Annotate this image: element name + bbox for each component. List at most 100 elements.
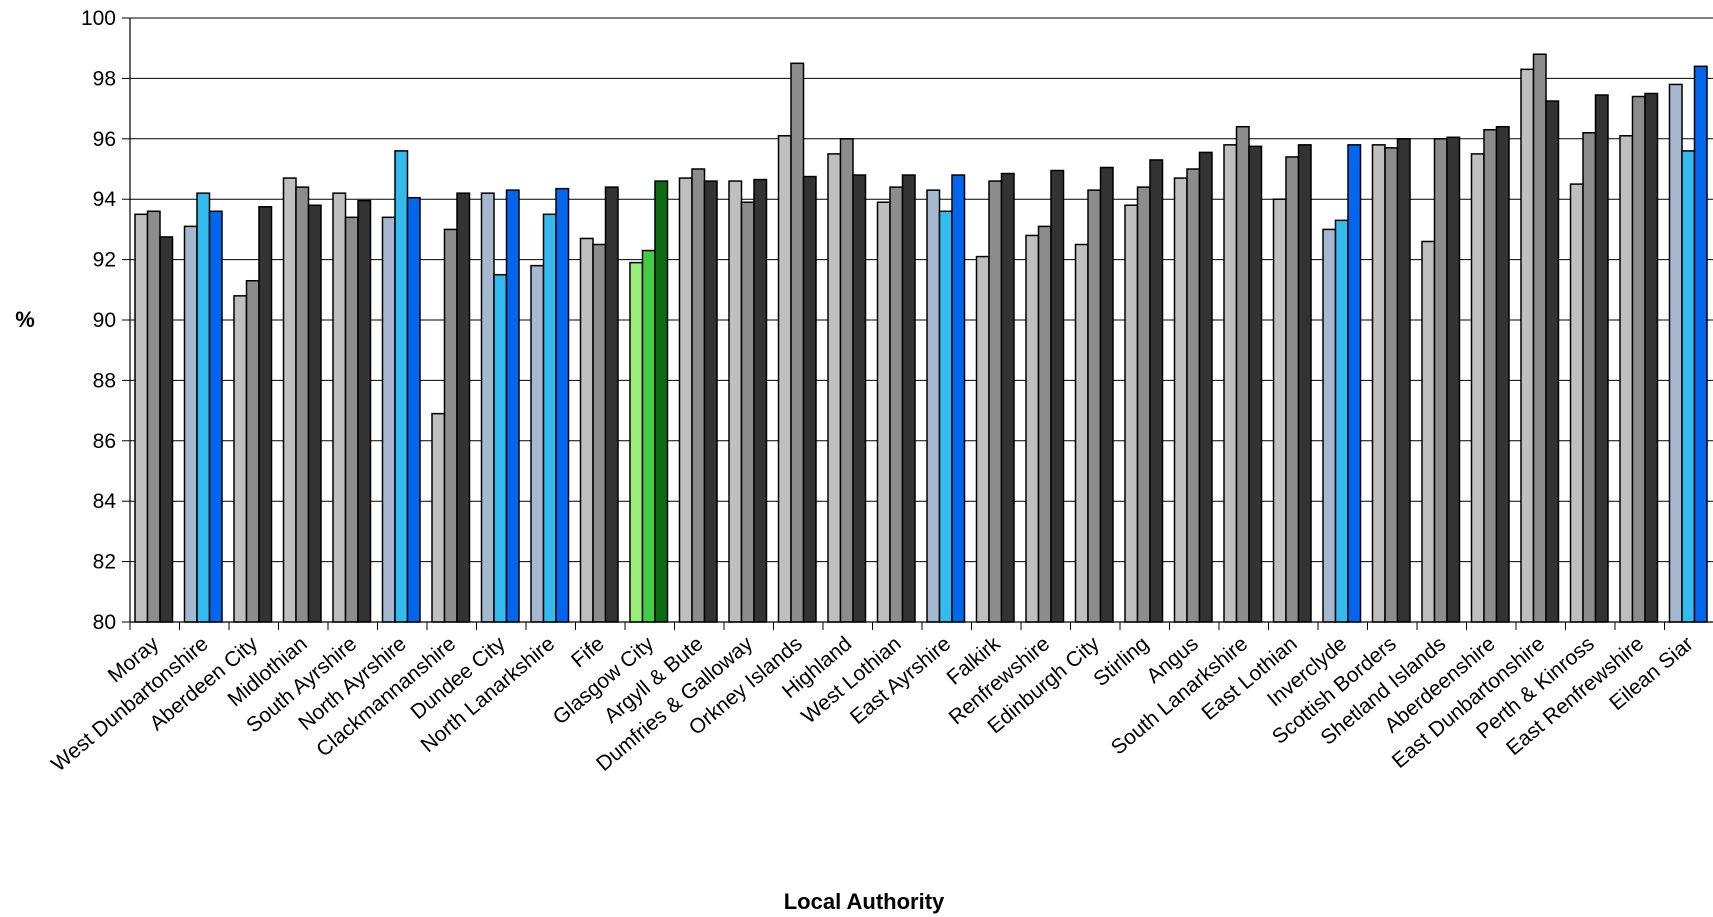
y-tick-label: 94 [93, 188, 117, 211]
bar [282, 177, 297, 623]
bar [876, 201, 891, 623]
bar [1545, 100, 1560, 623]
bar [1074, 243, 1089, 623]
bar [1619, 135, 1634, 623]
bar [1421, 240, 1436, 623]
bar [295, 186, 310, 623]
bar [1347, 144, 1362, 623]
bar [1285, 156, 1300, 623]
y-tick-label: 98 [93, 67, 116, 90]
y-tick-label: 92 [93, 249, 116, 272]
bar [1631, 95, 1646, 623]
bar [431, 412, 446, 623]
bar [1520, 68, 1535, 623]
bar [555, 187, 570, 623]
bar [1532, 53, 1547, 623]
bar [1495, 125, 1510, 623]
bar [740, 201, 755, 623]
y-tick-label: 88 [93, 369, 116, 392]
bar [245, 279, 260, 623]
bar [1099, 166, 1114, 623]
bar [480, 192, 495, 623]
bar [1433, 138, 1448, 623]
bar [1470, 153, 1485, 623]
bar [146, 210, 161, 623]
y-tick-label: 80 [93, 611, 116, 634]
y-axis-title: % [15, 307, 35, 332]
bar [802, 175, 817, 623]
x-axis-title: Local Authority [784, 889, 945, 914]
y-tick-label: 96 [93, 128, 116, 151]
bar [753, 178, 768, 623]
bar [1025, 234, 1040, 623]
bar [1371, 144, 1386, 623]
bar [889, 186, 904, 623]
bar [332, 192, 347, 623]
bar [307, 204, 322, 623]
bar [1582, 132, 1597, 623]
bar [1149, 159, 1164, 623]
bar [196, 192, 211, 623]
bar [790, 62, 805, 623]
bar [258, 206, 273, 623]
bar [1483, 128, 1498, 623]
bar [901, 174, 916, 623]
bar [134, 213, 149, 623]
bar [1272, 198, 1287, 623]
bar [691, 168, 706, 623]
bar [579, 237, 594, 623]
bar [1087, 189, 1102, 623]
bar [344, 216, 359, 623]
bar [1235, 125, 1250, 623]
bar [1223, 144, 1238, 623]
bar [1569, 183, 1584, 623]
bar [1334, 219, 1349, 623]
bar [233, 295, 248, 623]
bar [1297, 144, 1312, 623]
bar [827, 153, 842, 623]
bar [1668, 83, 1683, 623]
bar [839, 138, 854, 623]
bar [443, 228, 458, 623]
x-category-label: Stirling [1089, 632, 1153, 691]
bar [183, 225, 198, 623]
bar [1186, 168, 1201, 623]
bar [926, 189, 941, 623]
bar [456, 192, 471, 623]
bar [542, 213, 557, 623]
bar [1198, 151, 1213, 623]
bar [1322, 228, 1337, 623]
bar [604, 186, 619, 623]
bars [134, 53, 1708, 623]
bar [394, 150, 409, 623]
bar [703, 180, 718, 623]
y-tick-labels: 80 82 84 86 88 90 92 94 96 98 100 [81, 7, 116, 634]
y-tick-label: 82 [93, 551, 116, 574]
bar [493, 273, 508, 623]
bar [1693, 65, 1708, 623]
bar [505, 189, 520, 623]
bar [975, 255, 990, 623]
bar [530, 264, 545, 623]
bar [777, 135, 792, 623]
bar [357, 199, 372, 623]
bar [1248, 145, 1263, 623]
bar [1000, 172, 1015, 623]
bar [381, 216, 396, 623]
bar [1396, 138, 1411, 623]
bar [629, 261, 644, 623]
bar [728, 180, 743, 623]
bar [654, 180, 669, 623]
bar [641, 249, 656, 623]
bar [1681, 150, 1696, 623]
bar [1037, 225, 1052, 623]
bar [988, 180, 1003, 623]
bar [951, 174, 966, 623]
bar [159, 236, 174, 623]
bar [938, 210, 953, 623]
y-tick-label: 86 [93, 430, 116, 453]
bar [208, 210, 223, 623]
y-tick-label: 100 [81, 7, 116, 30]
bar [592, 243, 607, 623]
